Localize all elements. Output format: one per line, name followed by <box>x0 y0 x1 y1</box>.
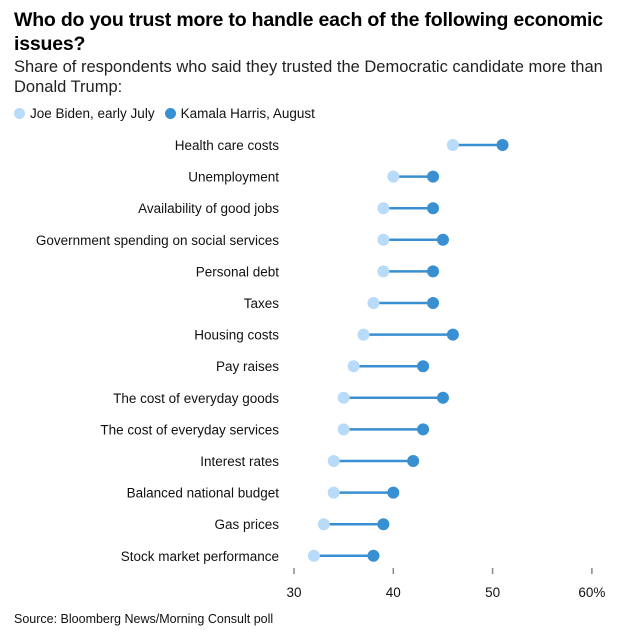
category-label: Unemployment <box>188 170 279 185</box>
source-note: Source: Bloomberg News/Morning Consult p… <box>14 612 274 626</box>
row-the-cost-of-everyday-goods: The cost of everyday goods <box>113 391 449 406</box>
x-tick-label: 40 <box>386 585 401 600</box>
dot-harris <box>367 549 380 562</box>
category-label: Government spending on social services <box>36 233 279 248</box>
dot-biden <box>387 170 400 183</box>
row-stock-market-performance: Stock market performance <box>121 549 380 564</box>
x-tick-label: 30 <box>286 585 301 600</box>
dot-biden <box>377 233 390 246</box>
dot-harris <box>427 265 440 278</box>
category-label: Health care costs <box>175 138 280 153</box>
dot-biden <box>377 265 390 278</box>
chart-rows: Health care costs Unemployment Availabilit… <box>36 138 509 564</box>
dot-biden <box>327 455 340 467</box>
row-personal-debt: Personal debt <box>196 264 440 279</box>
x-tick-label: 50 <box>485 585 500 600</box>
row-gas-prices: Gas prices <box>214 517 390 532</box>
dot-harris <box>436 233 449 246</box>
row-government-spending-on-social-services: Government spending on social services <box>36 233 449 248</box>
chart-subtitle: Share of respondents who said they trust… <box>14 58 603 96</box>
legend-swatch-harris <box>164 108 176 119</box>
dot-biden <box>327 486 340 499</box>
category-label: Availability of good jobs <box>138 201 279 216</box>
dot-harris <box>427 202 440 215</box>
legend: Joe Biden, early July Kamala Harris, Aug… <box>14 106 325 121</box>
category-label: Balanced national budget <box>127 486 280 501</box>
dot-biden <box>446 139 459 151</box>
dot-harris <box>427 297 440 309</box>
dot-biden <box>347 360 360 373</box>
dot-harris <box>446 328 459 341</box>
row-pay-raises: Pay raises <box>216 359 430 374</box>
dot-harris <box>417 423 430 436</box>
x-tick-label: 60% <box>578 585 605 600</box>
legend-item-harris: Kamala Harris, August <box>164 106 315 121</box>
category-label: The cost of everyday goods <box>113 391 279 406</box>
legend-item-biden: Joe Biden, early July <box>14 106 155 121</box>
dot-biden <box>357 328 370 341</box>
category-label: The cost of everyday services <box>100 422 279 437</box>
row-interest-rates: Interest rates <box>200 454 420 469</box>
category-label: Personal debt <box>196 264 280 279</box>
row-health-care-costs: Health care costs <box>175 138 509 153</box>
dot-biden <box>317 518 330 531</box>
dot-biden <box>337 423 350 436</box>
dot-biden <box>377 202 390 215</box>
dot-biden <box>367 297 380 309</box>
row-housing-costs: Housing costs <box>194 328 459 343</box>
dot-biden <box>337 391 350 404</box>
row-availability-of-good-jobs: Availability of good jobs <box>138 201 440 216</box>
legend-label-harris: Kamala Harris, August <box>180 106 315 121</box>
x-axis: 30 40 50 60% <box>286 568 605 600</box>
row-the-cost-of-everyday-services: The cost of everyday services <box>100 422 430 437</box>
dot-harris <box>387 486 400 499</box>
legend-swatch-biden <box>14 108 25 119</box>
category-label: Pay raises <box>216 359 279 374</box>
category-label: Taxes <box>244 296 280 311</box>
dot-harris <box>377 518 390 531</box>
dot-harris <box>436 391 449 404</box>
dot-harris <box>496 139 509 151</box>
legend-label-biden: Joe Biden, early July <box>30 106 155 121</box>
row-balanced-national-budget: Balanced national budget <box>127 486 400 501</box>
dot-harris <box>427 170 440 183</box>
row-taxes: Taxes <box>244 296 440 311</box>
category-label: Stock market performance <box>121 549 279 564</box>
category-label: Gas prices <box>214 517 279 532</box>
chart-title: Who do you trust more to handle each of … <box>14 9 603 55</box>
dot-harris <box>417 360 430 373</box>
category-label: Interest rates <box>200 454 279 469</box>
dot-biden <box>307 549 320 562</box>
row-unemployment: Unemployment <box>188 170 440 185</box>
category-label: Housing costs <box>194 328 279 343</box>
dot-harris <box>407 455 420 467</box>
